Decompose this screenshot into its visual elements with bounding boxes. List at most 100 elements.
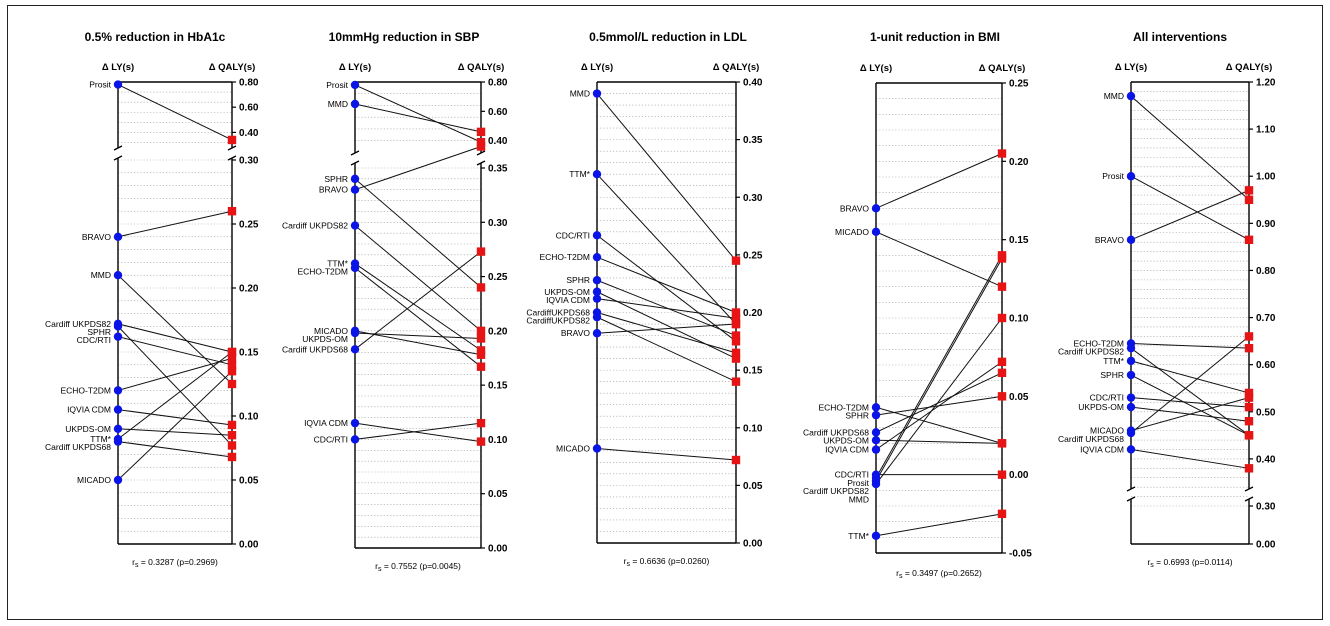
panel-1-axis-break-mark <box>227 155 237 161</box>
panel-5-connector-line <box>1130 189 1250 241</box>
panel-5-qaly-point <box>1244 186 1254 195</box>
panel-5-qaly-point <box>1244 388 1254 398</box>
panel-3-ly-point <box>592 294 602 303</box>
panel-2-ly-point <box>350 221 360 230</box>
panel-5-tick-label: 0.70 <box>1256 313 1276 324</box>
panel-2-qaly-point <box>476 137 486 147</box>
panel-2-axis-break-mark <box>350 150 360 156</box>
panel-4-right-axis-label: Δ QALY(s) <box>979 63 1026 74</box>
panel-4-ly-point <box>871 531 881 540</box>
panel-2-axis-break-mark <box>350 160 360 166</box>
panel-1-connector-line <box>117 323 233 353</box>
panel-3-ly-point <box>592 312 602 322</box>
panel-2-connector-line <box>354 422 482 443</box>
panel-1-ly-point <box>113 80 123 89</box>
panel-1-connector-line <box>117 326 233 446</box>
panel-2-model-label: SPHR <box>324 174 348 184</box>
panel-5-tick-label: 0.60 <box>1256 360 1276 371</box>
panel-2-ly-point <box>350 418 360 428</box>
panel-5-connector-line <box>1130 360 1250 394</box>
panel-2-tick-label: 0.80 <box>488 78 508 89</box>
panel-5-ly-point <box>1126 393 1136 402</box>
panel-5-model-label: MMD <box>1104 91 1124 101</box>
panel-2-qaly-point <box>476 142 486 151</box>
panel-1-axis-break-mark <box>113 155 123 161</box>
panel-5-axis-break-mark <box>1244 496 1254 502</box>
panel-1-model-label: Cardiff UKPDS82 <box>45 319 111 329</box>
panel-1-tick-label: 0.15 <box>239 348 259 359</box>
panel-5-tick-label: 1.20 <box>1256 78 1276 89</box>
panel-4-left-axis-label: Δ LY(s) <box>860 63 892 74</box>
panel-2-ly-point <box>350 328 360 338</box>
panel-4-model-label: MMD <box>849 494 869 504</box>
panel-3-qaly-point <box>731 256 741 265</box>
panel-3-model-label: MMD <box>570 89 590 99</box>
panel-4-model-label: CDC/RTI <box>835 470 869 480</box>
panel-3-qaly-point <box>731 354 741 363</box>
panel-5-model-label: TTM* <box>1103 356 1124 366</box>
panel-1-qaly-point <box>227 452 237 462</box>
panel-3-qaly-point <box>731 337 741 346</box>
panel-1-correlation-annotation: rs = 0.3287 (p=0.2969) <box>132 557 218 569</box>
panel-1-model-label: Prosit <box>89 80 111 90</box>
panel-5-qaly-point <box>1244 417 1254 426</box>
panel-2-right-axis-label: Δ QALY(s) <box>458 62 505 73</box>
panel-2-ly-point <box>350 185 360 194</box>
panel-1-connector-line <box>117 274 233 385</box>
panel-1-ly-point <box>113 271 123 280</box>
panel-3-tick-label: 0.20 <box>743 308 763 319</box>
panel-5-qaly-point <box>1244 393 1254 402</box>
panel-5-ly-point <box>1126 172 1136 181</box>
panel-1-tick-label: 0.80 <box>239 78 259 89</box>
figure-frame <box>7 5 1323 620</box>
panel-5-ly-point <box>1126 343 1136 353</box>
panel-4-tick-label: -0.05 <box>1009 549 1032 560</box>
panel-5-tick-label: 1.00 <box>1256 172 1276 183</box>
panel-3-qaly-point <box>731 314 741 323</box>
panel-2-tick-label: 0.60 <box>488 107 508 118</box>
panel-2-model-label: CDC/RTI <box>314 434 348 444</box>
panel-4-qaly-point <box>997 254 1007 263</box>
panel-4-model-label: MICADO <box>835 227 869 237</box>
panel-5-ly-point <box>1126 370 1136 380</box>
panel-2-qaly-point <box>476 437 486 446</box>
panel-4-connector-line <box>875 372 1003 433</box>
panel-3-ly-point <box>592 170 602 179</box>
panel-3-connector-line <box>596 312 737 354</box>
panel-2-model-label: MICADO <box>314 326 348 336</box>
panel-1-axis-break-mark <box>113 145 123 151</box>
panel-5-tick-label: 0.80 <box>1256 266 1276 277</box>
panel-4-ly-point <box>871 227 881 237</box>
panel-4-tick-label: 0.15 <box>1009 235 1029 246</box>
panel-5-axis-break-mark <box>1244 486 1254 492</box>
panel-4-connector-line <box>875 258 1003 482</box>
panel-1-model-label: ECHO-T2DM <box>60 385 111 395</box>
panel-2-model-label: MMD <box>328 99 348 109</box>
panel-2-connector-line <box>354 267 482 368</box>
panel-4-connector-line <box>875 513 1003 537</box>
panel-5-qaly-point <box>1244 235 1254 245</box>
panel-2-connector-line <box>354 84 482 143</box>
panel-2-model-label: UKPDS-OM <box>302 334 348 344</box>
panel-2-tick-label: 0.20 <box>488 326 508 337</box>
panel-4-tick-label: 0.00 <box>1009 470 1029 481</box>
panel-2-qaly-point <box>476 127 486 137</box>
panel-5-model-label: SPHR <box>1100 370 1124 380</box>
panel-2-qaly-point <box>476 334 486 343</box>
panel-1-title: 0.5% reduction in HbA1c <box>85 30 226 44</box>
panel-1-tick-label: 0.40 <box>239 128 259 139</box>
panel-4-connector-line <box>875 361 1003 451</box>
panel-1-model-label: CDC/RTI <box>77 335 111 345</box>
panel-3-qaly-point <box>731 331 741 340</box>
panel-3-right-axis-label: Δ QALY(s) <box>713 62 760 73</box>
panel-5-connector-line <box>1130 374 1250 436</box>
panel-1-model-label: BRAVO <box>82 232 112 242</box>
panel-2-tick-label: 0.40 <box>488 136 508 147</box>
panel-1-connector-line <box>117 409 233 426</box>
panel-3-tick-label: 0.40 <box>743 78 763 89</box>
panel-4-ly-point <box>871 403 881 412</box>
panel-4-tick-label: 0.10 <box>1009 314 1029 325</box>
panel-1-qaly-point <box>227 207 237 216</box>
panel-1-qaly-point <box>227 420 237 430</box>
